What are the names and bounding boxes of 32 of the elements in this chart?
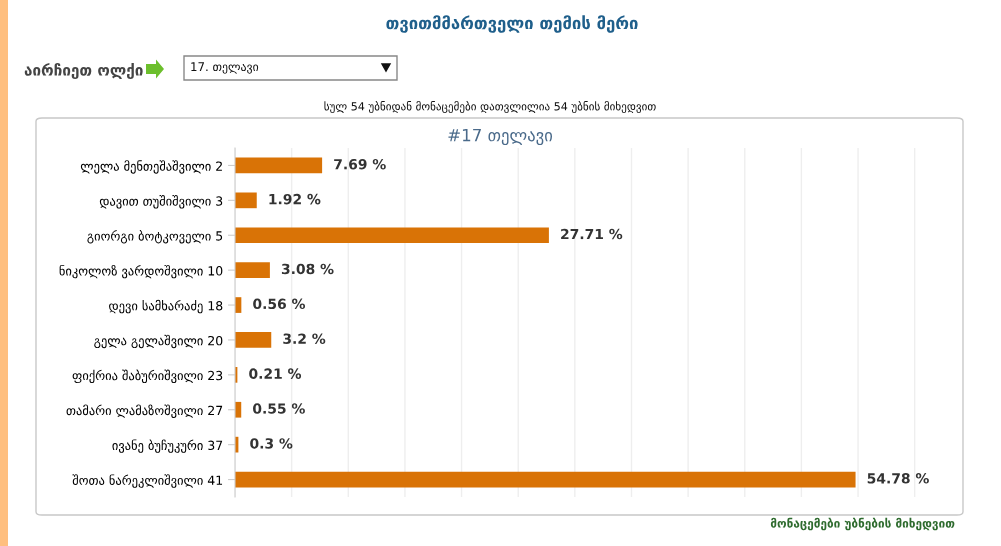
text: 17. თელავი — [191, 62, 259, 74]
y-tick-label: შოთა ნარეკლიშვილი 41 — [72, 474, 223, 488]
text: მონაცემები უბნების მიხედვით — [770, 517, 955, 531]
chart-title: თვითმმართველი თემის მერი — [386, 15, 638, 33]
data-label: 3.2 % — [283, 333, 326, 344]
y-tick-label: გელა გელაშვილი 20 — [94, 334, 223, 349]
data-label: 0.3 % — [250, 438, 293, 449]
y-tick-label: ნიკოლოზ ვარდოშვილი 10 — [59, 264, 223, 279]
data-label: 0.56 % — [253, 298, 306, 310]
y-tick-label: გიორგი ბოტკოველი 5 — [87, 230, 223, 244]
y-tick-label: ივანე ბუჩუკური 37 — [112, 439, 223, 453]
chart-subtitle: #17 თელავი — [448, 128, 553, 146]
y-tick-label: თამარი ლამაზოშვილი 27 — [66, 404, 223, 418]
data-label: 3.08 % — [281, 263, 334, 275]
data-label: 1.92 % — [269, 193, 321, 205]
data-label: 0.55 % — [253, 403, 305, 414]
y-tick-label: ლელა მენთეშაშვილი 2 — [80, 160, 222, 174]
data-label: 54.78 % — [867, 473, 929, 484]
data-label: 0.21 % — [249, 368, 302, 379]
y-tick-label: დევი სამხარაძე 18 — [109, 299, 223, 314]
bar — [235, 192, 257, 209]
data-label: 27.71 % — [561, 228, 623, 240]
y-tick-label: დავით თუშიშვილი 3 — [99, 195, 223, 209]
bar — [235, 157, 323, 174]
bar — [235, 471, 856, 488]
text: აირჩიეთ ოლქი — [24, 62, 143, 80]
text: სულ 54 უბნიდან მონაცემები დათვლილია 54 უბნის მიხედვით — [324, 101, 656, 113]
data-label: 7.69 % — [334, 158, 386, 170]
bar — [235, 332, 272, 348]
bar — [235, 262, 270, 278]
y-tick-label: ფიქრია შაბურიშვილი 23 — [72, 369, 223, 384]
bar — [235, 227, 549, 244]
